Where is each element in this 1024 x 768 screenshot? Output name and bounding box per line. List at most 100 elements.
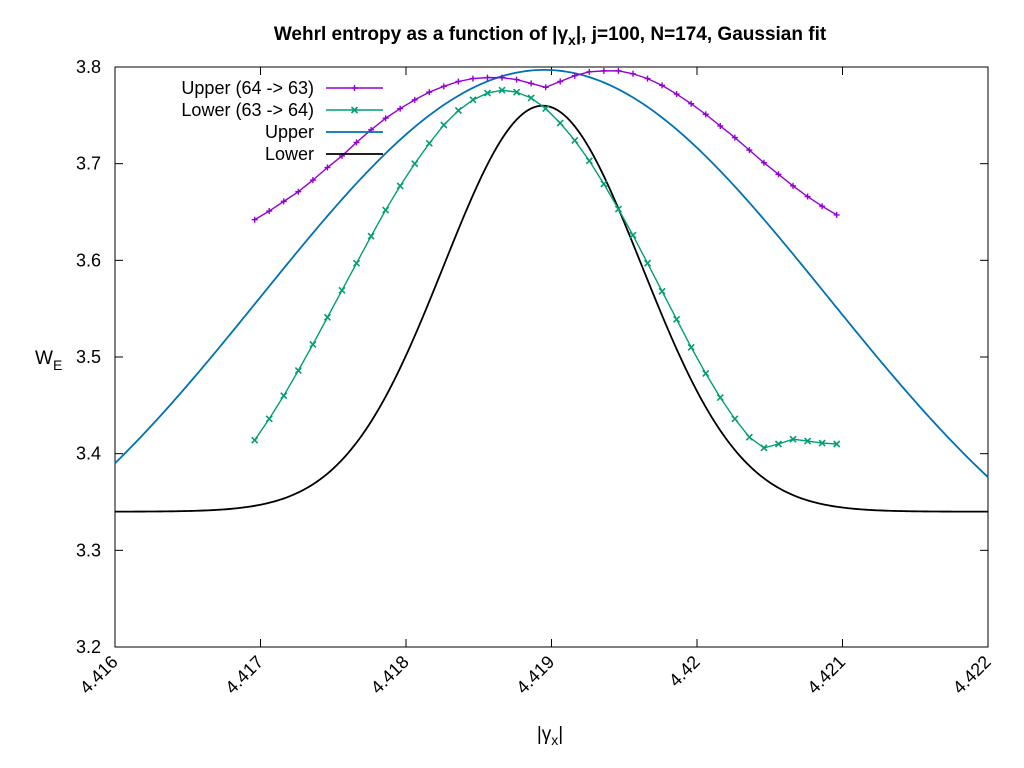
legend-item: Upper (64 -> 63) bbox=[181, 78, 383, 98]
data-point bbox=[673, 315, 681, 323]
data-point bbox=[309, 177, 316, 184]
data-point bbox=[352, 259, 361, 267]
legend-label: Upper bbox=[265, 122, 314, 142]
y-label-subscript: E bbox=[53, 357, 62, 373]
data-point bbox=[251, 436, 259, 444]
x-label-suffix: | bbox=[558, 724, 563, 745]
legend-label: Lower bbox=[265, 144, 314, 164]
data-point bbox=[731, 415, 739, 423]
x-tick-label: 4.421 bbox=[803, 652, 849, 698]
x-tick-label: 4.418 bbox=[367, 652, 413, 698]
data-point bbox=[499, 74, 506, 81]
data-point bbox=[323, 313, 331, 321]
data-point bbox=[585, 157, 593, 165]
legend-marker bbox=[350, 106, 359, 114]
data-point bbox=[717, 122, 724, 129]
x-label-subscript: x bbox=[551, 732, 558, 748]
series-line bbox=[114, 69, 989, 478]
data-point bbox=[295, 188, 302, 195]
data-point bbox=[309, 340, 317, 348]
data-point bbox=[774, 440, 783, 448]
plot-area: 4.416 4.417 4.418 4.419 4.42 4.421 4.422 3.2 3.3… bbox=[76, 57, 995, 698]
plot-frame bbox=[114, 66, 989, 648]
data-point bbox=[643, 259, 652, 267]
y-tick-label: 3.2 bbox=[76, 637, 101, 657]
data-point bbox=[673, 91, 680, 98]
x-tick-label: 4.419 bbox=[512, 652, 558, 698]
data-point bbox=[455, 78, 462, 85]
data-point bbox=[469, 96, 477, 104]
series-0 bbox=[251, 67, 840, 223]
y-tick-label: 3.4 bbox=[76, 444, 101, 464]
data-point bbox=[833, 211, 840, 218]
data-point bbox=[440, 121, 448, 129]
series-line bbox=[254, 70, 838, 221]
series-2 bbox=[114, 69, 989, 478]
data-point bbox=[411, 160, 419, 168]
data-point bbox=[600, 67, 607, 74]
legend-item: Lower (63 -> 64) bbox=[181, 100, 383, 120]
data-point bbox=[411, 96, 418, 103]
data-point bbox=[542, 84, 549, 91]
data-point bbox=[789, 435, 797, 443]
data-point bbox=[527, 94, 535, 102]
legend-item: Upper bbox=[265, 122, 383, 142]
data-point bbox=[280, 392, 288, 400]
data-point bbox=[556, 119, 564, 127]
y-tick-label: 3.8 bbox=[76, 57, 101, 77]
data-point bbox=[702, 111, 709, 118]
axis-ticks: 4.416 4.417 4.418 4.419 4.42 4.421 4.422 3.2 3.3… bbox=[76, 57, 995, 698]
data-point bbox=[382, 115, 389, 122]
data-point bbox=[644, 75, 651, 82]
data-point bbox=[804, 437, 812, 445]
y-axis-label: WE bbox=[35, 348, 62, 373]
data-point bbox=[396, 182, 404, 190]
data-point bbox=[426, 89, 433, 96]
data-point bbox=[265, 415, 273, 423]
data-point bbox=[716, 394, 724, 402]
data-point bbox=[498, 86, 506, 94]
data-point bbox=[513, 88, 521, 96]
data-point bbox=[688, 100, 695, 107]
data-point bbox=[760, 444, 768, 452]
series-layer bbox=[114, 67, 989, 513]
title-suffix: |, j=100, N=174, Gaussian fit bbox=[576, 24, 827, 45]
data-point bbox=[483, 89, 492, 97]
title-prefix: Wehrl entropy as a function of | bbox=[274, 24, 558, 45]
data-point bbox=[382, 206, 390, 214]
data-point bbox=[629, 70, 636, 77]
data-point bbox=[731, 134, 738, 141]
data-point bbox=[629, 231, 637, 239]
data-point bbox=[687, 343, 695, 351]
x-tick-label: 4.422 bbox=[949, 652, 995, 698]
x-tick-label: 4.42 bbox=[665, 652, 704, 691]
series-3 bbox=[115, 104, 988, 513]
y-label-main: W bbox=[35, 348, 53, 369]
legend-label: Lower (63 -> 64) bbox=[181, 100, 314, 120]
x-axis-label: |γx| bbox=[537, 724, 563, 748]
data-point bbox=[469, 75, 476, 82]
x-tick-label: 4.416 bbox=[76, 652, 122, 698]
data-point bbox=[833, 440, 841, 448]
legend: Upper (64 -> 63)Lower (63 -> 64)UpperLow… bbox=[181, 78, 383, 164]
data-point bbox=[746, 147, 753, 154]
data-point bbox=[367, 232, 375, 240]
data-point bbox=[571, 136, 579, 145]
data-point bbox=[528, 80, 535, 87]
data-point bbox=[484, 74, 491, 81]
y-tick-label: 3.7 bbox=[76, 154, 101, 174]
data-point bbox=[266, 208, 273, 215]
data-point bbox=[557, 78, 564, 85]
legend-marker bbox=[351, 85, 358, 91]
data-point bbox=[251, 216, 258, 223]
y-tick-label: 3.5 bbox=[76, 347, 101, 367]
data-point bbox=[513, 76, 520, 83]
data-point bbox=[542, 105, 550, 113]
data-point bbox=[425, 139, 433, 147]
data-point bbox=[280, 198, 287, 205]
data-point bbox=[659, 82, 666, 89]
data-point bbox=[702, 369, 710, 377]
x-label-gamma: γ bbox=[542, 724, 552, 745]
data-point bbox=[338, 286, 346, 294]
data-point bbox=[819, 203, 826, 210]
